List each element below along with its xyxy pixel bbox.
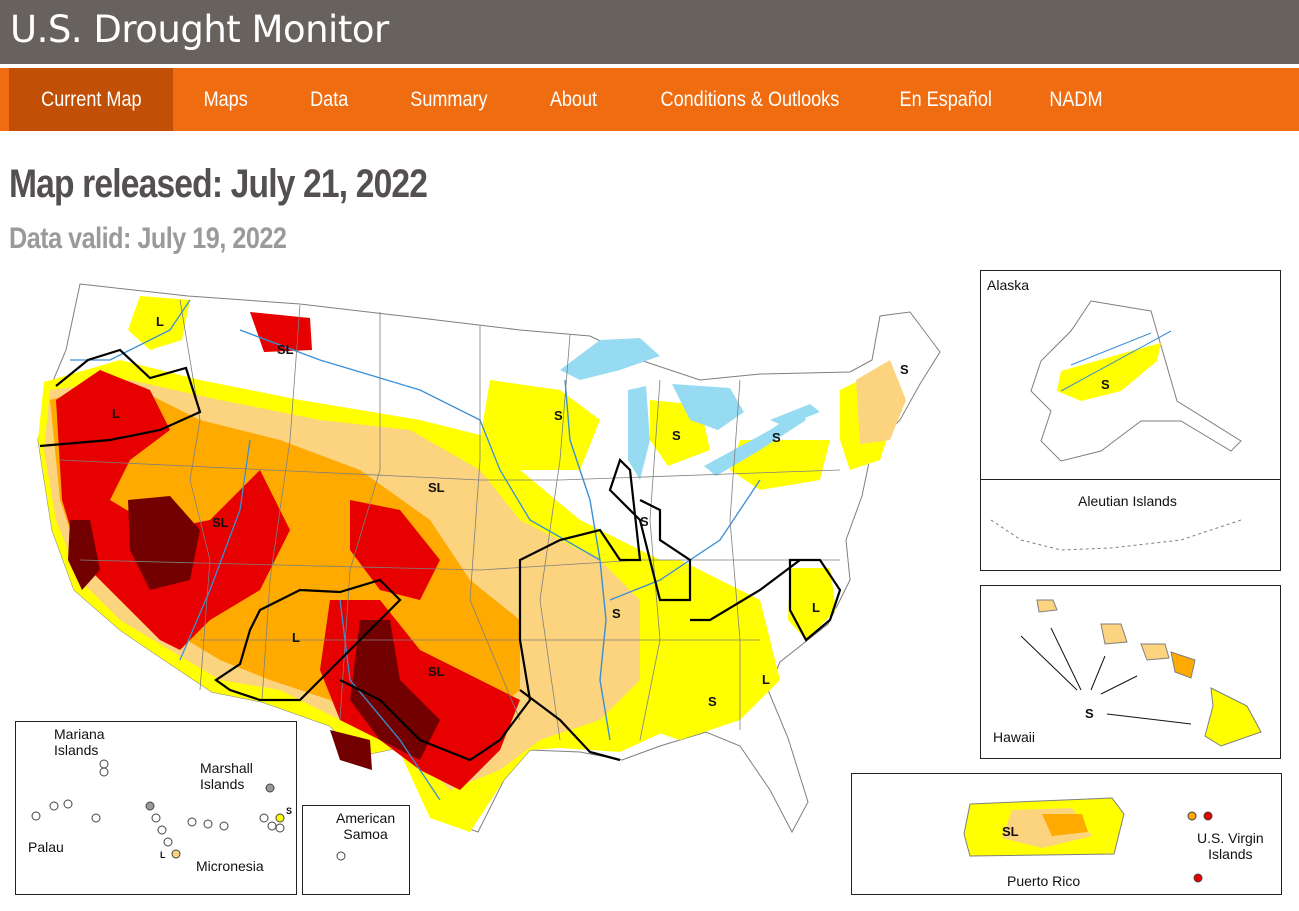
impact-label-S-maine: S (900, 362, 909, 377)
aleutian-map (990, 519, 1242, 551)
impact-boundaries (39, 348, 842, 762)
impact-label-S-michigan: S (672, 428, 681, 443)
impact-label-SL-nebraska: SL (428, 480, 445, 495)
impact-label-alaska: S (1101, 377, 1110, 392)
lake-superior (560, 338, 660, 380)
conus-drought-map[interactable]: L SL S SL L S S S S SL SL S L L S L (0, 265, 960, 845)
mariana-label: Mariana Islands (54, 726, 105, 758)
hawaii-inset[interactable]: Hawaii S (980, 585, 1281, 759)
impact-label-puerto-rico: SL (1002, 824, 1019, 839)
puerto-rico-inset[interactable]: Puerto Rico U.S. Virgin Islands SL (851, 773, 1282, 895)
map-release-title: Map released: July 21, 2022 (9, 162, 428, 206)
impact-label-S-minnesota: S (554, 408, 563, 423)
pacific-islands-inset[interactable]: Mariana Islands Marshall Islands Palau M… (15, 721, 297, 895)
lake-huron (672, 384, 744, 430)
drought-map-area: L SL S SL L S S S S SL SL S L L S L Alas… (0, 265, 1299, 911)
impact-label-S-ohio: S (772, 430, 781, 445)
d1-region-ne (856, 360, 906, 444)
puerto-rico-label: Puerto Rico (1007, 873, 1081, 889)
impact-label-S-alabama: S (708, 694, 717, 709)
hawaii-label: Hawaii (993, 729, 1036, 745)
alaska-map: S (1030, 300, 1242, 462)
d0-region-midwest (480, 380, 600, 470)
micronesia-label: Micronesia (196, 858, 264, 874)
d3-region-montana (250, 312, 312, 352)
impact-label-SL-texas: SL (428, 664, 445, 679)
d0-region-nc (788, 568, 836, 640)
state-borders (59, 299, 841, 741)
marshall-label: Marshall Islands (200, 760, 253, 792)
site-header: U.S. Drought Monitor (0, 0, 1299, 64)
american-samoa-label: American Samoa (336, 810, 396, 842)
puerto-rico-map: SL (963, 797, 1213, 883)
lake-ontario (770, 404, 820, 426)
virgin-islands-label: U.S. Virgin Islands (1197, 830, 1264, 862)
aleutian-inset[interactable]: Aleutian Islands (980, 479, 1281, 571)
d4-region-california (68, 520, 100, 590)
impact-label-L-south-carolina: L (762, 672, 770, 687)
impact-label-L-montana-west: L (156, 314, 164, 329)
impact-label-SL-montana: SL (277, 342, 294, 357)
alaska-label: Alaska (987, 277, 1030, 293)
aleutian-label: Aleutian Islands (1078, 493, 1177, 509)
d0-region-montana (128, 296, 190, 350)
impact-label-SL-nevada: SL (212, 515, 229, 530)
d4-region-texas-west (330, 730, 372, 770)
nav-current-map[interactable]: Current Map (9, 68, 173, 131)
d3-region-kansas (350, 500, 440, 600)
header-divider (0, 64, 1299, 68)
pacific-islands-map: L S (31, 759, 292, 860)
impact-label-S-illinois: S (640, 514, 649, 529)
colorado-river (179, 439, 251, 661)
palau-label: Palau (28, 839, 64, 855)
impact-label-hawaii: S (1085, 706, 1094, 721)
impact-label-L-oregon: L (112, 406, 120, 421)
impact-label-S-arkansas: S (612, 606, 621, 621)
site-title[interactable]: U.S. Drought Monitor (10, 8, 389, 51)
lake-michigan (628, 386, 650, 480)
d4-region-nevada (128, 496, 200, 590)
nav-summary[interactable]: Summary (410, 88, 488, 111)
main-nav: Current Map Maps Data Summary About Cond… (0, 68, 1299, 131)
alaska-inset[interactable]: Alaska S (980, 270, 1281, 482)
impact-label-micronesia: L (160, 850, 166, 860)
hawaii-map: S (1020, 599, 1262, 747)
nav-data[interactable]: Data (309, 88, 349, 111)
american-samoa-map (336, 851, 346, 861)
nav-nadm[interactable]: NADM (1049, 88, 1103, 111)
nav-about[interactable]: About (549, 88, 597, 111)
d4-region-texas (350, 620, 440, 760)
nav-en-espanol[interactable]: En Español (899, 88, 993, 111)
impact-label-L-north-carolina: L (812, 600, 820, 615)
lake-erie (704, 410, 806, 476)
data-valid-date: Data valid: July 19, 2022 (9, 222, 287, 255)
impact-label-L-new-mexico: L (292, 630, 300, 645)
nav-maps[interactable]: Maps (203, 88, 249, 111)
american-samoa-inset[interactable]: American Samoa (302, 805, 410, 895)
nav-conditions-outlooks[interactable]: Conditions & Outlooks (660, 88, 840, 111)
impact-label-marshall: S (286, 806, 292, 816)
